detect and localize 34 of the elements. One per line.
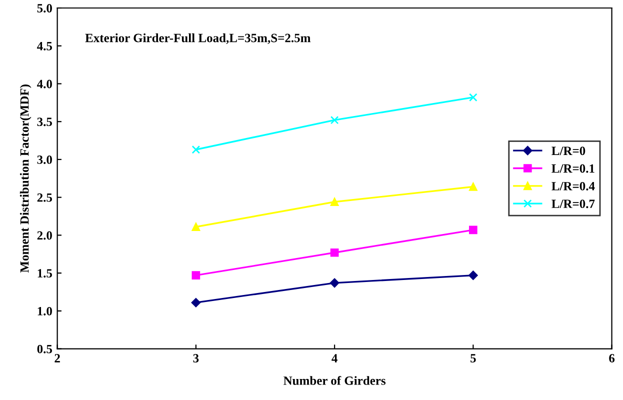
x-tick-label: 2 bbox=[54, 354, 60, 362]
text: Exterior Girder-Full Load,L=35m,S=2.5m bbox=[85, 33, 311, 44]
y-tick-label: 1.5 bbox=[38, 269, 52, 278]
point bbox=[192, 271, 200, 280]
point bbox=[330, 198, 339, 206]
point bbox=[191, 298, 201, 308]
point bbox=[469, 226, 478, 234]
point bbox=[469, 93, 478, 102]
y-tick-label: 1.0 bbox=[38, 306, 52, 316]
y-tick-label: 2.0 bbox=[37, 231, 52, 240]
x-tick-label: 5 bbox=[470, 354, 476, 362]
point bbox=[330, 116, 339, 124]
point bbox=[330, 248, 339, 257]
y-tick-label: 2.5 bbox=[37, 193, 52, 202]
point bbox=[192, 222, 200, 232]
legend-label: L/R=0.7 bbox=[552, 200, 595, 208]
y-tick-label: 3.0 bbox=[37, 155, 52, 164]
point bbox=[330, 278, 340, 288]
legend-label: L/R=0.1 bbox=[552, 164, 594, 173]
y-tick-label: 4.0 bbox=[37, 80, 52, 88]
y-tick-label: 5.0 bbox=[37, 4, 52, 13]
x-tick-label: 3 bbox=[193, 354, 199, 362]
legend-label: L/R=0.4 bbox=[552, 182, 595, 190]
y-tick-label: 3.5 bbox=[37, 118, 52, 126]
point bbox=[469, 182, 478, 191]
legend-label: L/R=0 bbox=[552, 146, 586, 156]
x-tick-label: 4 bbox=[332, 354, 338, 362]
point bbox=[468, 270, 478, 280]
y-tick-label: 0.5 bbox=[37, 344, 52, 354]
y-axis-title: Moment Distribution Factor(MDF) bbox=[20, 84, 32, 273]
point bbox=[192, 145, 200, 154]
x-axis-title: Number of Girders bbox=[284, 376, 386, 385]
x-tick-label: 6 bbox=[609, 354, 615, 362]
y-tick-label: 4.5 bbox=[37, 42, 52, 50]
